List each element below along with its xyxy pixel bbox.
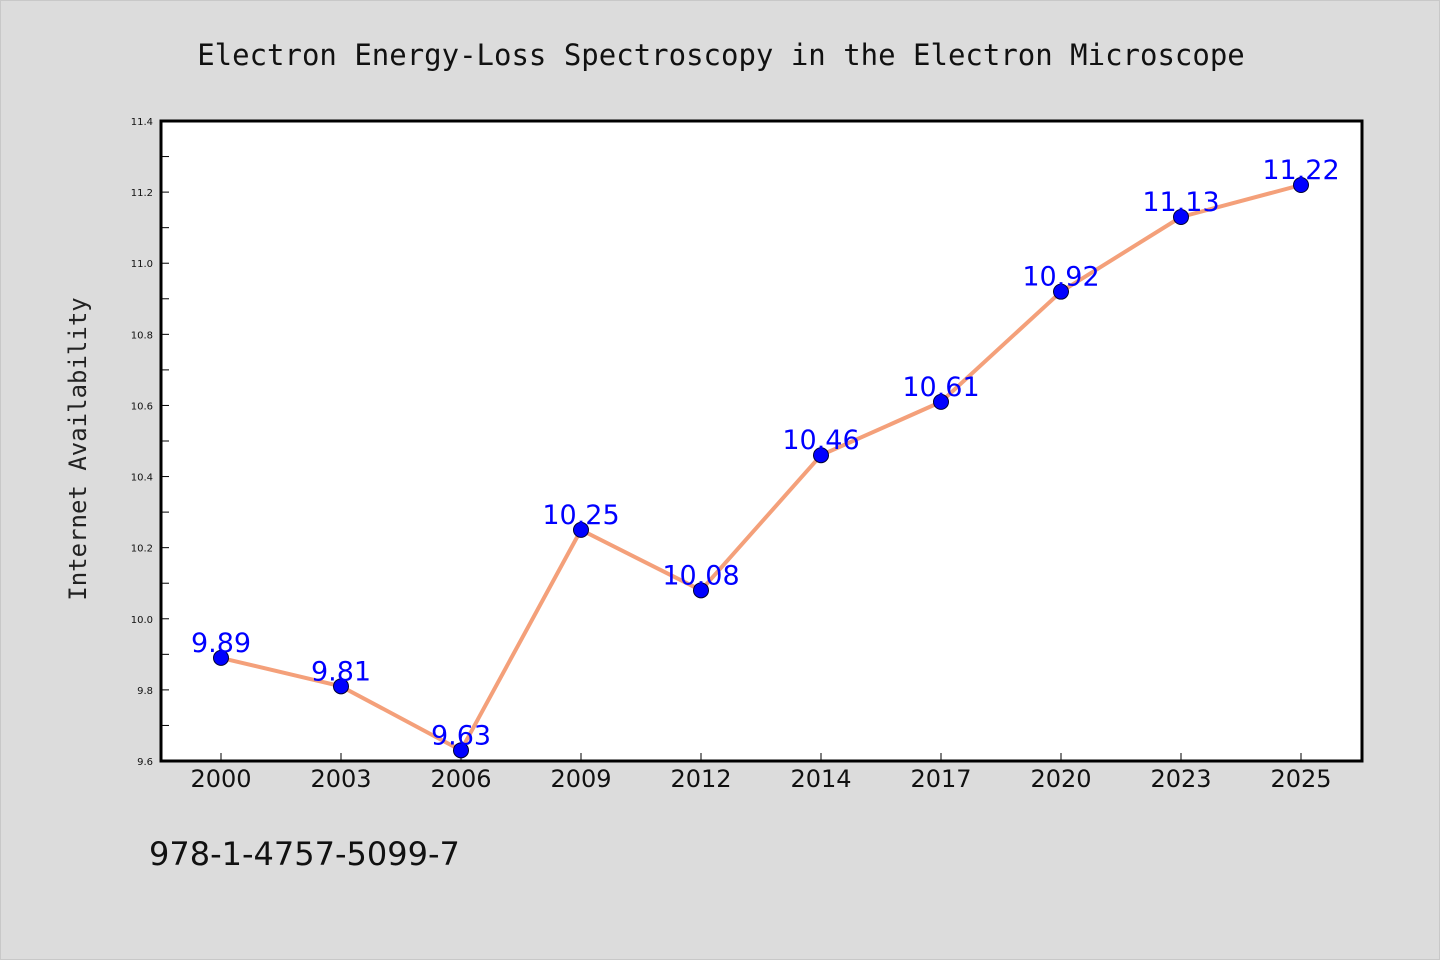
data-point-marker [1293, 177, 1309, 193]
data-label: 10.46 [782, 425, 859, 456]
y-tick-label: 9.6 [137, 757, 153, 768]
x-tick-label: 2017 [910, 765, 971, 793]
x-tick-label: 2009 [550, 765, 611, 793]
data-label: 10.61 [902, 372, 979, 403]
data-point-marker [213, 649, 229, 666]
y-tick-label: 11.2 [131, 188, 153, 199]
data-point-marker [813, 447, 829, 464]
data-label: 11.22 [1262, 155, 1339, 186]
data-point-marker [1173, 209, 1189, 225]
x-tick-label: 2020 [1030, 765, 1091, 793]
y-tick-label: 10.4 [131, 473, 153, 484]
data-label: 10.25 [542, 500, 619, 531]
y-tick-label: 11.0 [131, 259, 153, 270]
data-point-marker [933, 393, 949, 410]
data-point-marker [693, 582, 709, 599]
x-tick-label: 2025 [1270, 765, 1331, 793]
data-label: 9.89 [191, 628, 251, 659]
x-tick-label: 2012 [670, 765, 731, 793]
y-tick-label: 9.8 [137, 686, 153, 697]
x-tick-label: 2006 [430, 765, 491, 793]
y-tick-label: 11.4 [131, 117, 153, 128]
series-line-group [220, 183, 1302, 753]
series-markers-group [213, 177, 1309, 759]
y-axis-label: Internet Availability [64, 297, 92, 600]
x-tick-label: 2023 [1150, 765, 1211, 793]
data-label: 11.13 [1142, 187, 1219, 218]
data-label: 9.63 [431, 720, 491, 751]
y-tick-label: 10.8 [131, 330, 153, 341]
y-tick-label: 10.6 [131, 401, 153, 412]
y-tick-label: 10.0 [131, 615, 153, 626]
data-label: 10.92 [1022, 262, 1099, 293]
y-tick-label: 10.2 [131, 544, 153, 555]
data-point-marker [453, 742, 469, 759]
x-tick-label: 2003 [310, 765, 371, 793]
data-label: 10.08 [662, 560, 739, 591]
data-point-marker [333, 678, 349, 695]
x-tick-label: 2000 [190, 765, 251, 793]
data-label: 9.81 [311, 656, 371, 687]
chart-title: Electron Energy-Loss Spectroscopy in the… [197, 38, 1245, 72]
x-axis: 2000 2003 2006 2009 2012 2014 2017 2020 2023 2025 [190, 753, 1332, 793]
isbn-footer: 978-1-4757-5099-7 [149, 835, 460, 873]
data-point-marker [1053, 283, 1069, 300]
data-labels-group: 9.89 9.81 9.63 10.25 10.08 10.46 10.61 10.92 11.… [191, 155, 1340, 751]
data-point-marker [573, 521, 589, 538]
series-line [220, 183, 1302, 753]
x-tick-label: 2014 [790, 765, 851, 793]
y-axis: 9.6 9.8 10.0 10.2 10.4 10.6 10.8 11.0 11.2 11.4 [131, 117, 169, 768]
